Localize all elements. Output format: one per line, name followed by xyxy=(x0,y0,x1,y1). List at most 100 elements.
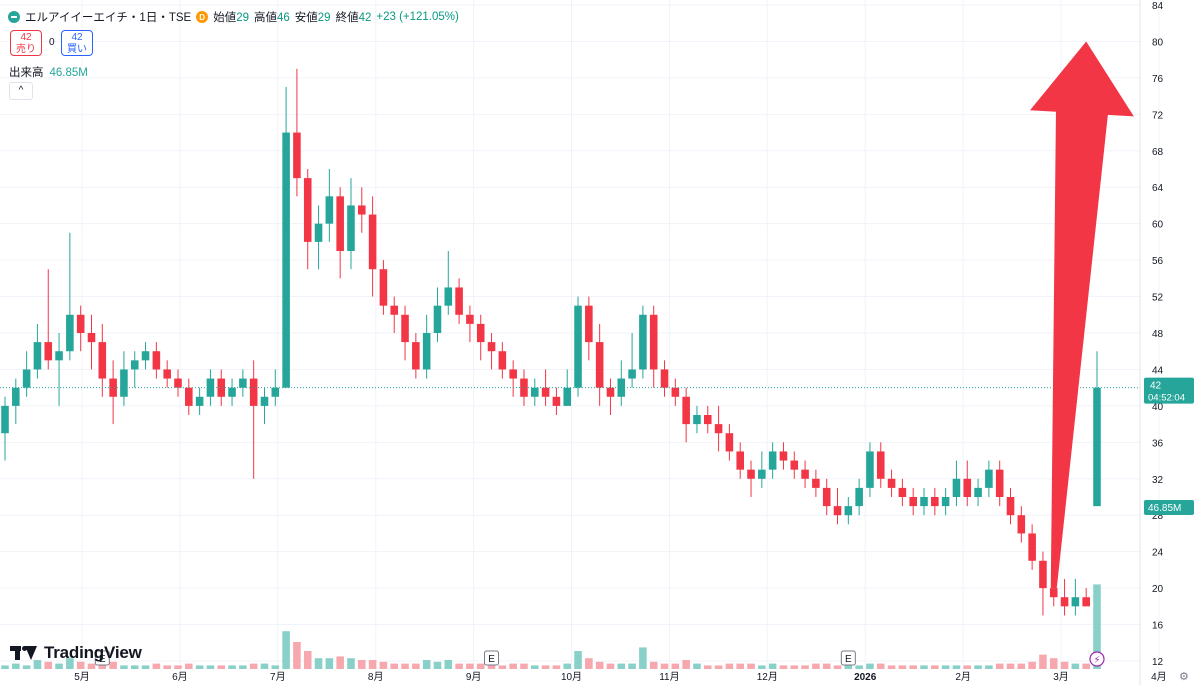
sell-button[interactable]: 42 売り xyxy=(10,30,42,56)
candle-body xyxy=(401,314,409,343)
volume-bar xyxy=(379,661,388,669)
volume-bar xyxy=(639,647,647,669)
candle-body xyxy=(282,132,290,388)
volume-bar xyxy=(541,665,550,669)
candle-body xyxy=(649,314,658,370)
candle-body xyxy=(703,415,712,425)
volume-bar xyxy=(606,663,615,669)
candle-body xyxy=(455,287,463,315)
volume-bar xyxy=(1093,584,1101,669)
candle-body xyxy=(931,497,939,507)
buy-button[interactable]: 42 買い xyxy=(61,30,93,56)
tradingview-logo[interactable]: TradingView xyxy=(10,643,142,663)
candle-body xyxy=(941,497,950,507)
y-tick-label: 60 xyxy=(1152,220,1164,231)
tradingview-wordmark: TradingView xyxy=(44,643,142,662)
buy-price: 42 xyxy=(71,32,83,43)
candle-body xyxy=(303,178,312,242)
x-tick-label: 3月 xyxy=(1053,671,1069,683)
candle-body xyxy=(552,396,561,406)
y-tick-label: 44 xyxy=(1152,365,1164,376)
red-arrow-annotation xyxy=(1030,41,1134,589)
candle-body xyxy=(714,424,723,434)
volume-bar xyxy=(314,658,323,669)
volume-bar xyxy=(282,631,290,669)
volume-bar xyxy=(347,658,355,669)
candle-body xyxy=(725,433,734,452)
settings-gear-icon[interactable]: ⚙ xyxy=(1179,671,1189,683)
volume-bar xyxy=(1017,663,1026,669)
volume-bar xyxy=(195,665,204,669)
candle-body xyxy=(1049,588,1058,598)
time-axis[interactable]: 5月 6月 7月 8月 9月 10月 11月 12月 2026 2月 3月 4月 xyxy=(74,671,1166,683)
candle-body xyxy=(963,478,972,497)
volume-bar xyxy=(325,658,334,669)
earnings-marker xyxy=(94,650,110,666)
volume-bar xyxy=(714,665,723,669)
candle-body xyxy=(1039,560,1047,589)
candle-body xyxy=(336,196,344,251)
volume-bar xyxy=(909,665,917,669)
candle-body xyxy=(271,387,280,397)
symbol-legend: エルアイイーエイチ・1日・TSE D 始値29 高値46 安値29 終値42 +… xyxy=(8,9,459,25)
volume-bar xyxy=(185,663,193,669)
earnings-marker-label: E xyxy=(488,654,495,665)
last-price-tag xyxy=(1144,377,1194,404)
delay-badge: D xyxy=(196,11,209,23)
candle-body xyxy=(1028,533,1036,561)
candle-body xyxy=(44,342,53,361)
candle-body xyxy=(1,405,9,434)
candle-body xyxy=(293,132,301,179)
low-label: 安値 xyxy=(294,12,318,24)
candle-body xyxy=(120,369,128,397)
volume-bar xyxy=(574,651,582,669)
x-tick-label: 7月 xyxy=(270,671,286,683)
candle-body xyxy=(444,287,453,306)
volume-bar xyxy=(1049,658,1058,669)
volume-bar xyxy=(974,665,982,669)
volume-value-tag xyxy=(1144,500,1194,516)
symbol-title[interactable]: エルアイイーエイチ・1日・TSE xyxy=(25,12,192,24)
flash-icon-glyph: ⚡ xyxy=(1093,655,1100,666)
volume-legend: 出来高 46.85M xyxy=(9,64,88,80)
volume-bar xyxy=(963,665,972,669)
open-label: 始値 xyxy=(213,12,237,24)
candle-body xyxy=(758,469,766,479)
candle-body xyxy=(995,469,1004,497)
volume-bar xyxy=(1071,663,1080,669)
volume-bar xyxy=(22,665,31,669)
volume-bar xyxy=(98,663,107,669)
candle-body xyxy=(379,269,388,306)
volume-bar xyxy=(530,665,539,669)
volume-legend-value: 46.85M xyxy=(49,67,88,79)
candle-body xyxy=(595,342,604,388)
candle-body xyxy=(628,369,636,379)
candle-body xyxy=(76,314,85,333)
candle-body xyxy=(1006,497,1015,516)
candle-body xyxy=(682,396,690,425)
volume-bar xyxy=(768,663,777,669)
candle-body xyxy=(109,378,117,397)
earnings-marker xyxy=(484,650,500,666)
earnings-markers[interactable]: E E E ⚡ xyxy=(94,650,1105,667)
volume-bar xyxy=(271,665,280,669)
candle-body xyxy=(693,415,701,425)
candle-body xyxy=(520,378,528,397)
volume-bar xyxy=(217,665,226,669)
earnings-marker xyxy=(840,650,856,666)
candle-body xyxy=(130,360,139,370)
candle-body xyxy=(22,369,31,388)
y-tick-label: 12 xyxy=(1152,657,1164,668)
candle-body xyxy=(563,387,572,406)
candle-body xyxy=(844,506,853,516)
volume-bar xyxy=(109,661,117,669)
collapse-legend-button[interactable]: ^ xyxy=(9,82,33,100)
candle-body xyxy=(585,305,593,343)
close-value: 42 xyxy=(358,12,372,24)
price-axis[interactable]: 84 80 76 72 68 64 60 56 52 48 44 40 36 32 28 24 20 16 12 xyxy=(1152,1,1164,668)
volume-bar xyxy=(141,665,150,669)
volume-bar xyxy=(941,665,950,669)
candle-body xyxy=(833,506,842,516)
